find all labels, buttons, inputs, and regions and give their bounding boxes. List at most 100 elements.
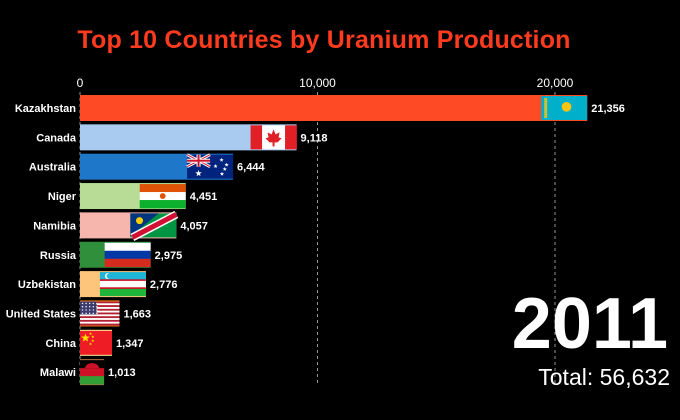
flag-star	[96, 312, 98, 315]
flag-stripe	[104, 250, 151, 260]
flag-stripe	[80, 301, 120, 304]
flag-stripe	[80, 308, 120, 311]
x-tick-label: 20,000	[537, 76, 574, 90]
flag-field	[80, 330, 112, 355]
category-labels: Kazakhstan Canada Australia Niger Namibia Rus…	[6, 103, 77, 379]
flag-stripe	[80, 314, 120, 317]
category-label: Malawi	[40, 367, 76, 379]
flag-stripe	[99, 280, 146, 289]
flag-star	[92, 302, 95, 305]
flag-star	[219, 157, 224, 162]
flag-stripe	[104, 242, 151, 252]
flag-star	[85, 312, 87, 315]
category-label: Australia	[29, 162, 77, 174]
flag-fimbriation	[99, 279, 146, 281]
flag-star	[89, 302, 91, 305]
flag-star	[92, 312, 95, 315]
category-label: Niger	[48, 191, 77, 203]
flag-star	[89, 306, 91, 308]
flag-stripe	[80, 368, 105, 377]
category-label: Canada	[36, 132, 77, 144]
total-label: Total:	[538, 364, 594, 390]
flag-star	[91, 339, 95, 343]
kazakhstan-flag-icon	[541, 96, 588, 120]
flag-star	[89, 332, 93, 335]
category-label: Namibia	[33, 220, 77, 232]
flag-star	[81, 312, 84, 315]
russia-flag-icon	[104, 242, 151, 268]
flag-star	[219, 171, 225, 176]
value-label: 4,057	[180, 220, 208, 232]
flag-stripe	[99, 288, 146, 297]
value-label: 4,451	[190, 191, 218, 203]
flag-maple-leaf	[265, 129, 282, 147]
malawi-flag-icon	[80, 360, 105, 385]
total-readout: Total: 56,632	[538, 364, 670, 391]
flag-star	[89, 312, 91, 315]
year-label: 2011	[511, 284, 668, 364]
flag-stripe	[139, 200, 186, 209]
flag-crescent	[106, 273, 112, 279]
value-label: 1,347	[116, 338, 144, 350]
flag-star	[195, 170, 202, 177]
niger-flag-icon	[139, 184, 186, 209]
flag-stripe	[80, 312, 120, 315]
flag-canton	[80, 301, 97, 315]
chart-title: Top 10 Countries by Uranium Production	[77, 26, 571, 54]
flag-stripe	[250, 125, 263, 150]
namibia-flag-icon	[130, 210, 179, 241]
flag-star	[91, 335, 95, 339]
flag-cross	[187, 159, 211, 162]
value-label: 2,975	[155, 250, 183, 262]
value-label: 21,356	[591, 103, 625, 115]
flag-star	[85, 302, 87, 305]
flag-star	[96, 306, 98, 308]
bar	[80, 95, 588, 121]
flag-stripe	[80, 323, 120, 326]
flag-disc	[159, 193, 166, 199]
flag-stripe	[80, 316, 120, 319]
total-value: 56,632	[599, 364, 670, 390]
flag-star	[81, 333, 90, 342]
flag-star	[89, 309, 91, 311]
flag-sun	[85, 363, 100, 369]
flag-star	[89, 342, 93, 346]
flag-fimbriation	[99, 287, 146, 289]
flag-stripe	[262, 125, 274, 150]
flag-sun	[136, 217, 144, 225]
category-label: Russia	[40, 250, 77, 262]
category-label: Uzbekistan	[18, 279, 76, 291]
flag-star	[81, 306, 84, 308]
value-label: 1,013	[108, 367, 136, 379]
uzbekistan-flag-icon	[99, 272, 146, 297]
flag-stripe	[80, 318, 120, 321]
value-label: 6,444	[237, 162, 265, 174]
x-tick-label: 0	[77, 76, 84, 90]
category-label: Kazakhstan	[15, 103, 76, 115]
flag-stripe	[80, 306, 120, 310]
flags	[80, 96, 588, 385]
flag-star	[96, 309, 98, 311]
value-label: 9,118	[301, 132, 328, 144]
value-label: 1,663	[123, 308, 151, 320]
united-states-flag-icon	[80, 301, 120, 326]
category-label: China	[45, 338, 76, 350]
value-labels: 21,356 9,118 6,444 4,451 4,057 2,975 2,776 1,66…	[108, 103, 625, 379]
flag-band	[131, 212, 178, 240]
category-label: United States	[6, 308, 76, 320]
flag-star	[81, 309, 84, 311]
flag-stripe	[80, 303, 120, 306]
flag-star	[222, 166, 227, 171]
flag-star	[213, 164, 218, 168]
flag-stripe	[80, 310, 120, 313]
flag-star	[96, 302, 98, 305]
flag-stripe	[139, 184, 186, 193]
flag-stripe	[285, 125, 297, 150]
flag-stripe	[80, 319, 120, 322]
canada-flag-icon	[250, 125, 297, 150]
flag-stripe	[104, 258, 151, 268]
flag-stripe	[273, 125, 286, 150]
flag-sun	[561, 102, 572, 112]
